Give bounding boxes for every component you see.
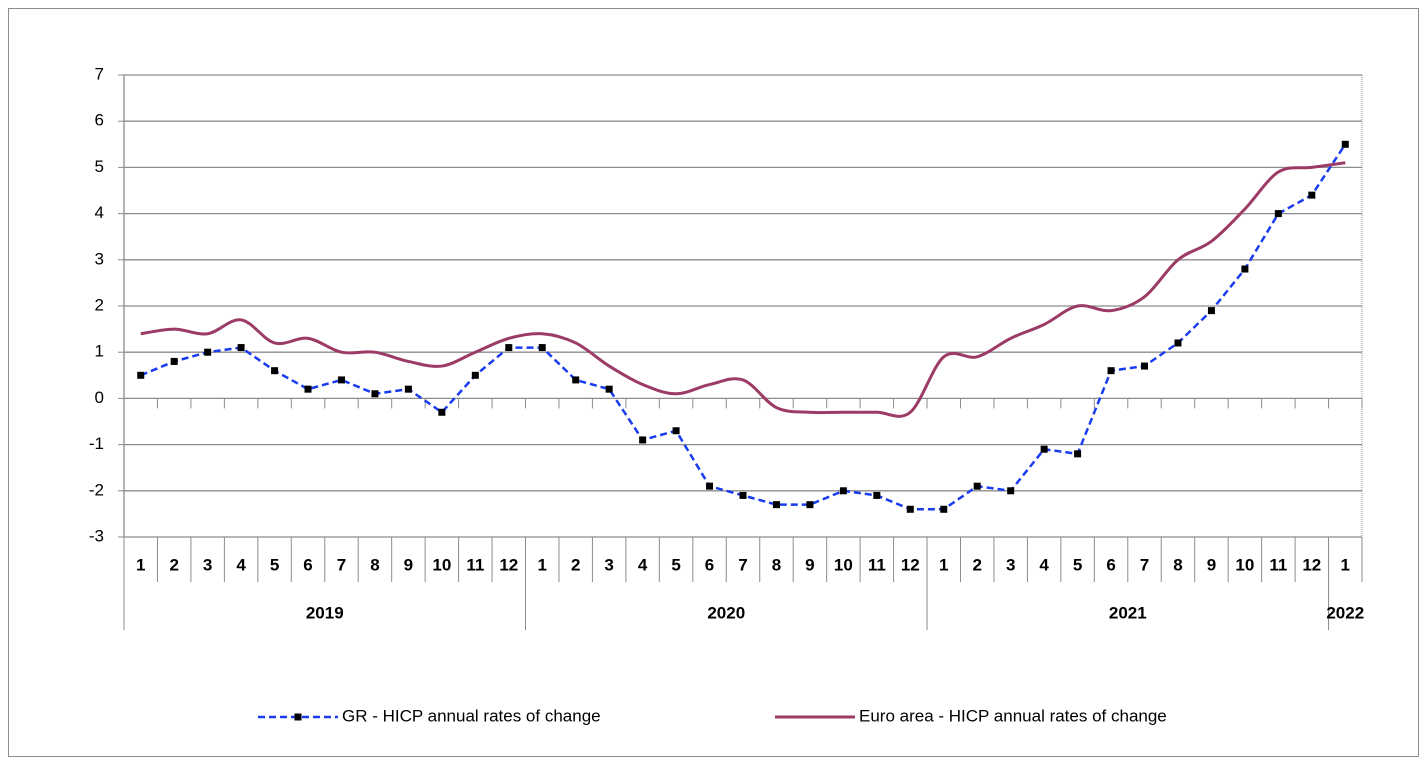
point-marker	[204, 348, 212, 356]
y-tick-label: 1	[95, 342, 104, 361]
x-tick-label: 3	[203, 555, 212, 574]
x-tick-label: 7	[738, 555, 747, 574]
series-line	[140, 161, 1346, 418]
point-marker	[906, 505, 914, 513]
y-tick-label: 6	[95, 111, 104, 130]
y-tick-label: 5	[95, 157, 104, 176]
x-tick-label: 8	[772, 555, 781, 574]
x-tick-label: 1	[538, 555, 547, 574]
legend-label: GR - HICP annual rates of change	[342, 706, 601, 725]
x-tick-label: 3	[1006, 555, 1015, 574]
y-tick-label: 4	[95, 203, 104, 222]
point-marker	[572, 376, 580, 384]
x-tick-label: 8	[370, 555, 379, 574]
x-group-label: 2022	[1326, 603, 1364, 622]
x-tick-label: 11	[868, 555, 886, 574]
point-marker	[137, 371, 145, 379]
point-marker	[1274, 210, 1282, 218]
x-group-label: 2020	[707, 603, 745, 622]
x-tick-label: 11	[466, 555, 484, 574]
y-tick-label: 3	[95, 249, 104, 268]
point-marker	[271, 367, 279, 375]
y-tick-label: 0	[95, 388, 104, 407]
point-marker	[1141, 362, 1149, 370]
x-tick-label: 5	[270, 555, 279, 574]
point-marker	[973, 482, 981, 490]
point-marker	[371, 390, 379, 398]
point-marker	[706, 482, 714, 490]
point-marker	[538, 344, 546, 352]
point-marker	[605, 385, 613, 393]
point-marker	[1040, 445, 1048, 453]
point-marker	[639, 436, 647, 444]
point-marker	[237, 344, 245, 352]
point-marker	[304, 385, 312, 393]
y-tick-label: -2	[89, 480, 104, 499]
point-marker	[1107, 367, 1115, 375]
x-tick-label: 12	[1302, 555, 1321, 574]
point-marker	[1207, 307, 1215, 315]
x-tick-label: 6	[705, 555, 714, 574]
point-marker	[471, 371, 479, 379]
x-tick-label: 6	[303, 555, 312, 574]
legend-label: Euro area - HICP annual rates of change	[859, 706, 1167, 725]
point-marker	[739, 491, 747, 499]
x-tick-label: 9	[805, 555, 814, 574]
point-marker	[404, 385, 412, 393]
point-marker	[940, 505, 948, 513]
point-marker	[1341, 140, 1349, 148]
x-tick-label: 11	[1269, 555, 1287, 574]
point-marker	[1074, 450, 1082, 458]
y-tick-label: 7	[95, 64, 104, 83]
x-tick-label: 2	[169, 555, 178, 574]
x-tick-label: 4	[1039, 555, 1049, 574]
point-marker	[438, 408, 446, 416]
point-marker	[839, 487, 847, 495]
point-marker	[806, 501, 814, 509]
point-marker	[1007, 487, 1015, 495]
y-tick-label: -1	[89, 434, 104, 453]
x-tick-label: 10	[834, 555, 853, 574]
x-tick-label: 10	[432, 555, 451, 574]
x-tick-label: 9	[404, 555, 413, 574]
x-tick-label: 2	[972, 555, 981, 574]
point-marker	[1308, 191, 1316, 199]
x-tick-label: 4	[638, 555, 648, 574]
point-marker	[672, 427, 680, 435]
x-tick-label: 1	[939, 555, 948, 574]
y-tick-label: -3	[89, 526, 104, 545]
x-group-label: 2021	[1109, 603, 1147, 622]
x-tick-label: 8	[1173, 555, 1182, 574]
point-marker	[505, 344, 513, 352]
x-tick-label: 3	[604, 555, 613, 574]
point-marker	[170, 357, 178, 365]
x-tick-label: 7	[337, 555, 346, 574]
point-marker	[1241, 265, 1249, 273]
x-tick-label: 7	[1140, 555, 1149, 574]
y-tick-label: 2	[95, 295, 104, 314]
point-marker	[1174, 339, 1182, 347]
x-tick-label: 12	[499, 555, 518, 574]
x-tick-label: 10	[1235, 555, 1254, 574]
legend-marker	[294, 713, 302, 721]
x-tick-label: 5	[671, 555, 680, 574]
x-tick-label: 2	[571, 555, 580, 574]
x-tick-label: 1	[136, 555, 145, 574]
x-tick-label: 4	[236, 555, 246, 574]
x-tick-label: 9	[1207, 555, 1216, 574]
x-tick-label: 12	[901, 555, 920, 574]
point-marker	[772, 501, 780, 509]
x-tick-label: 5	[1073, 555, 1082, 574]
point-marker	[337, 376, 345, 384]
x-tick-label: 6	[1106, 555, 1115, 574]
x-group-label: 2019	[306, 603, 344, 622]
point-marker	[873, 491, 881, 499]
x-tick-label: 1	[1341, 555, 1350, 574]
